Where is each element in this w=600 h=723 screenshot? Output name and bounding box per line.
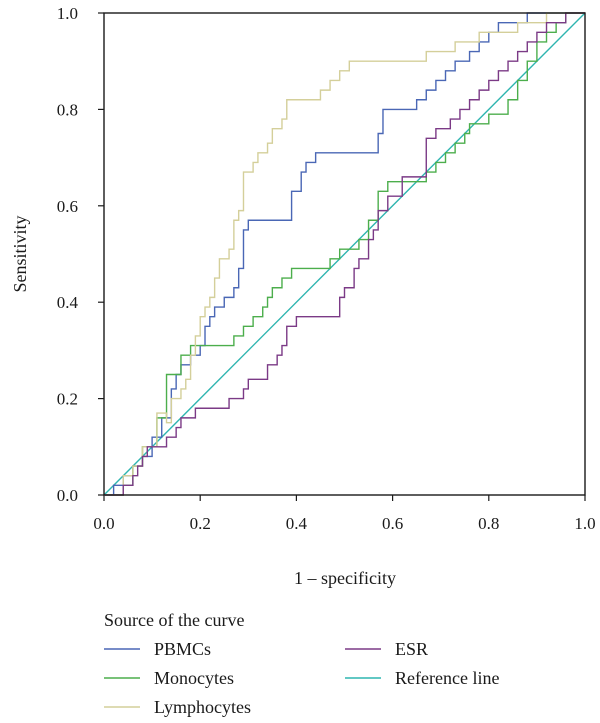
plot-frame bbox=[103, 12, 586, 496]
y-tick-label: 0.8 bbox=[57, 100, 78, 119]
y-axis-ticks: 0.0 0.2 0.4 0.6 0.8 1.0 bbox=[57, 4, 104, 505]
series-line-pbmcs bbox=[104, 12, 585, 496]
y-tick-label: 0.4 bbox=[57, 293, 79, 312]
y-tick-label: 0.2 bbox=[57, 390, 78, 409]
legend-title: Source of the curve bbox=[104, 610, 244, 630]
y-tick-label: 0.6 bbox=[57, 197, 78, 216]
legend-label-monocytes: Monocytes bbox=[154, 668, 234, 688]
x-axis-ticks: 0.0 0.2 0.4 0.6 0.8 1.0 bbox=[93, 495, 596, 533]
legend: Source of the curve PBMCs ESR Monocytes Ref… bbox=[104, 610, 499, 717]
series-lines bbox=[103, 12, 586, 496]
x-tick-label: 0.0 bbox=[93, 514, 114, 533]
x-tick-label: 0.8 bbox=[478, 514, 499, 533]
legend-label-reference-line: Reference line bbox=[395, 668, 499, 688]
legend-label-pbmcs: PBMCs bbox=[154, 639, 211, 659]
y-tick-label: 1.0 bbox=[57, 4, 78, 23]
x-tick-label: 0.6 bbox=[382, 514, 403, 533]
x-tick-label: 0.4 bbox=[286, 514, 308, 533]
y-tick-label: 0.0 bbox=[57, 486, 78, 505]
series-line-monocytes bbox=[104, 12, 585, 496]
series-line-reference-line bbox=[103, 12, 586, 496]
legend-label-lymphocytes: Lymphocytes bbox=[154, 697, 251, 717]
legend-label-esr: ESR bbox=[395, 639, 428, 659]
x-tick-label: 0.2 bbox=[190, 514, 211, 533]
y-axis-label: Sensitivity bbox=[10, 215, 30, 292]
series-line-lymphocytes bbox=[104, 12, 585, 496]
x-tick-label: 1.0 bbox=[574, 514, 595, 533]
series-line-esr bbox=[104, 12, 585, 496]
x-axis-label: 1 – specificity bbox=[294, 568, 396, 588]
